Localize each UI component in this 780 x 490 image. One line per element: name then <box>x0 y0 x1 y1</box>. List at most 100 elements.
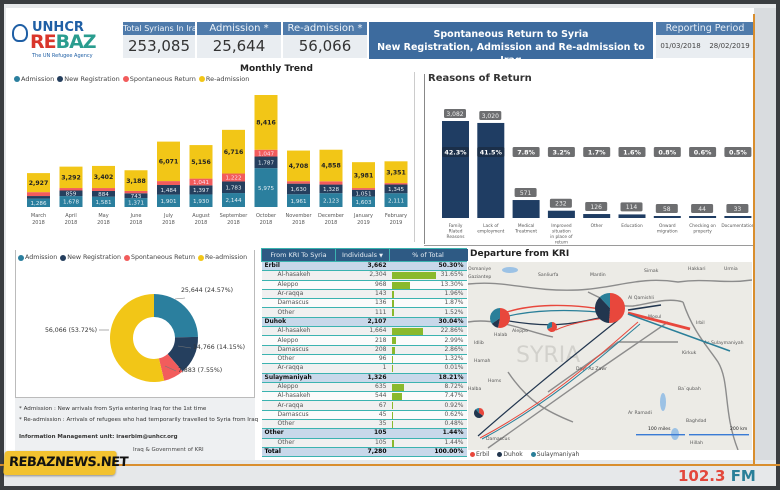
bar-segment-re-admission[interactable] <box>352 162 375 189</box>
reason-bar[interactable] <box>442 121 469 218</box>
reason-bar[interactable] <box>583 214 611 218</box>
bar-segment-spontaneous-return[interactable] <box>287 181 310 184</box>
bar-segment-admission[interactable] <box>254 168 278 207</box>
origin-pie-ar-raqqa[interactable] <box>547 322 552 330</box>
table-row[interactable]: Other 35 0.48% <box>261 419 467 430</box>
table-row[interactable]: Other 111 1.52% <box>261 307 467 318</box>
origin-pie-al-hasakeh[interactable] <box>599 293 610 308</box>
table-row[interactable]: Ar-raqqa 1 0.01% <box>261 363 467 374</box>
table-row[interactable]: Al-hasakeh 544 7.47% <box>261 391 467 402</box>
bar-segment-admission[interactable] <box>189 194 213 207</box>
bar-segment-re-admission[interactable] <box>189 145 213 179</box>
map-legend-erbil[interactable]: Erbil <box>470 451 489 458</box>
reason-bar[interactable] <box>547 210 575 218</box>
legend-item-spontaneous-return[interactable]: Spontaneous Return <box>122 75 196 83</box>
bar-segment-admission[interactable] <box>222 193 245 207</box>
legend-item-readmission[interactable]: Re-admission <box>198 75 249 83</box>
legend-item-spontaneous-return[interactable]: Spontaneous Return <box>123 254 195 261</box>
bar-segment-re-admission[interactable] <box>287 150 310 182</box>
origin-pie-aleppo[interactable] <box>490 308 500 324</box>
table-row[interactable]: Al-hasakeh 1,664 22.86% <box>261 326 467 337</box>
legend-item-readmission[interactable]: Re-admission <box>198 254 247 261</box>
table-row[interactable]: Aleppo 218 2.99% <box>261 335 467 346</box>
bar-segment-new-registration[interactable] <box>222 181 245 194</box>
table-row[interactable]: Ar-raqqa 67 0.92% <box>261 400 467 411</box>
origin-pie-aleppo[interactable] <box>491 318 500 328</box>
col-header-from[interactable]: From KRI To Syria <box>261 248 336 262</box>
col-header-individuals[interactable]: Individuals ▼ <box>335 248 390 262</box>
bar-segment-spontaneous-return[interactable] <box>254 149 278 157</box>
bar-segment-spontaneous-return[interactable] <box>222 173 245 182</box>
bar-segment-new-registration[interactable] <box>352 189 375 197</box>
bar-segment-re-admission[interactable] <box>157 141 180 182</box>
bar-segment-new-registration[interactable] <box>254 156 278 169</box>
bar-segment-re-admission[interactable] <box>27 173 50 193</box>
legend-item-new-registration[interactable]: New Registration <box>60 254 121 261</box>
table-row[interactable]: Aleppo 968 13.30% <box>261 280 467 290</box>
donut-slice-re-admission[interactable] <box>110 294 165 382</box>
bar-segment-admission[interactable] <box>124 198 148 207</box>
col-header-pct[interactable]: % of Total <box>389 248 467 262</box>
reason-bar[interactable] <box>477 122 505 218</box>
bar-segment-admission[interactable] <box>59 196 83 207</box>
reason-bar[interactable] <box>689 216 717 218</box>
bar-segment-spontaneous-return[interactable] <box>157 181 180 185</box>
table-row[interactable]: Al-hasakeh 2,304 31.65% <box>261 270 467 281</box>
reason-bar[interactable] <box>724 216 752 218</box>
bar-segment-admission[interactable] <box>352 196 375 207</box>
bar-segment-re-admission[interactable] <box>124 170 148 191</box>
bar-segment-re-admission[interactable] <box>92 165 115 189</box>
bar-segment-re-admission[interactable] <box>319 149 343 182</box>
bar-segment-new-registration[interactable] <box>157 184 180 195</box>
bar-segment-spontaneous-return[interactable] <box>27 192 50 197</box>
flow-line[interactable] <box>481 323 641 440</box>
bar-segment-admission[interactable] <box>319 193 343 207</box>
bar-segment-re-admission[interactable] <box>222 129 245 174</box>
origin-pie-al-hasakeh[interactable] <box>595 297 610 323</box>
departure-map[interactable]: SYRIA Osmaniye Gaziantep Sanliurfa Mardin Sir… <box>468 262 752 450</box>
table-row[interactable]: Other 96 1.32% <box>261 354 467 365</box>
bar-segment-new-registration[interactable] <box>124 193 148 199</box>
donut-slice-admission[interactable] <box>154 294 198 338</box>
bar-segment-admission[interactable] <box>384 193 408 207</box>
flow-line[interactable] <box>627 304 662 311</box>
map-legend-duhok[interactable]: Duhok <box>497 451 523 458</box>
bar-segment-re-admission[interactable] <box>59 166 83 189</box>
table-group-row[interactable]: Duhok 2,107 30.04% <box>261 317 467 328</box>
origin-pie-damascus[interactable] <box>475 408 479 413</box>
table-group-row[interactable]: Erbil 3,662 50.30% <box>261 261 467 272</box>
origin-pie-aleppo[interactable] <box>498 308 510 328</box>
bar-segment-re-admission[interactable] <box>384 161 408 184</box>
reason-bar[interactable] <box>653 216 681 218</box>
legend-item-admission[interactable]: Admission <box>14 75 54 83</box>
bar-segment-spontaneous-return[interactable] <box>384 183 408 185</box>
bar-segment-new-registration[interactable] <box>319 184 343 194</box>
flow-line[interactable] <box>627 313 731 352</box>
bar-segment-spontaneous-return[interactable] <box>319 181 343 185</box>
table-group-row[interactable]: Other 105 1.44% <box>261 428 467 439</box>
bar-segment-new-registration[interactable] <box>27 196 50 199</box>
table-row[interactable]: Aleppo 635 8.72% <box>261 382 467 393</box>
bar-segment-spontaneous-return[interactable] <box>189 178 213 186</box>
table-row[interactable]: Damascus 208 2.86% <box>261 345 467 355</box>
bar-segment-admission[interactable] <box>92 196 115 207</box>
table-total-row[interactable]: Total 7,280 100.00% <box>261 447 467 458</box>
bar-segment-new-registration[interactable] <box>384 184 408 194</box>
bar-segment-new-registration[interactable] <box>287 183 310 195</box>
bar-segment-new-registration[interactable] <box>92 190 115 197</box>
bar-segment-re-admission[interactable] <box>254 95 278 150</box>
map-legend-sulaymaniyah[interactable]: Sulaymaniyah <box>530 451 579 458</box>
flow-line[interactable] <box>627 311 691 331</box>
donut-slice-new-registration[interactable] <box>167 336 198 372</box>
table-row[interactable]: Damascus 136 1.87% <box>261 298 467 309</box>
bar-segment-spontaneous-return[interactable] <box>59 188 83 191</box>
origin-pie-ar-raqqa[interactable] <box>547 322 557 332</box>
origin-pie-damascus[interactable] <box>479 408 484 416</box>
bar-segment-new-registration[interactable] <box>59 190 83 197</box>
table-row[interactable]: Ar-raqqa 143 1.96% <box>261 289 467 300</box>
reason-bar[interactable] <box>512 200 540 218</box>
bar-segment-admission[interactable] <box>287 194 310 207</box>
bar-segment-new-registration[interactable] <box>189 185 213 195</box>
bar-segment-admission[interactable] <box>157 194 180 207</box>
bar-segment-spontaneous-return[interactable] <box>92 188 115 191</box>
